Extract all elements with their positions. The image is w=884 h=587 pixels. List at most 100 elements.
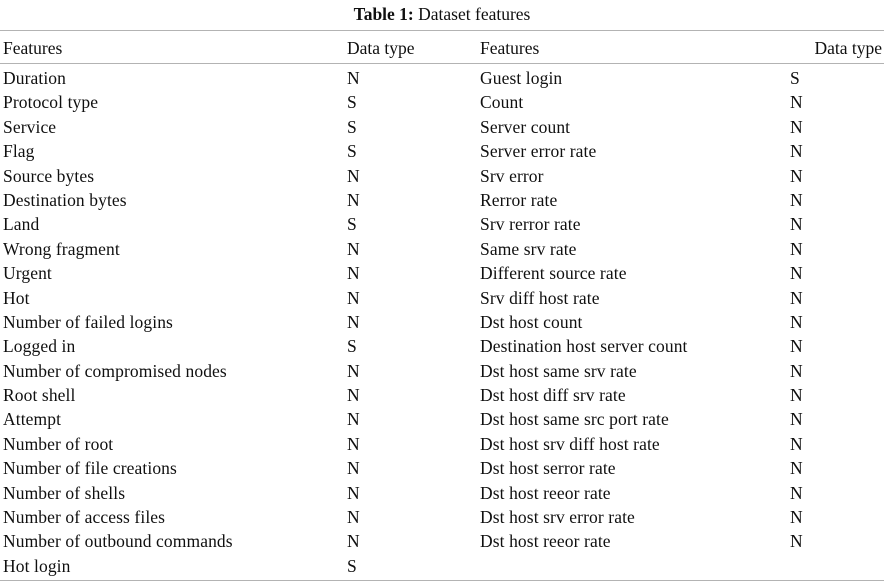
table-header-row: Features Data type Features Data type (0, 35, 884, 61)
cell-data-type: S (347, 116, 357, 137)
table-row: Root shell N (0, 383, 470, 407)
cell-feature: Destination host server count (480, 336, 688, 357)
cell-data-type: N (347, 263, 360, 284)
cell-data-type: N (790, 165, 803, 186)
cell-feature: Source bytes (3, 165, 95, 186)
table-row: Source bytes N (0, 164, 470, 188)
table-row: Flag S (0, 139, 470, 163)
cell-data-type: N (790, 214, 803, 235)
cell-data-type: N (790, 531, 803, 552)
cell-data-type: N (790, 92, 803, 113)
table-row: Number of failed logins N (0, 310, 470, 334)
table-row: Server error rate N (470, 139, 884, 163)
table-row: Same srv rate N (470, 237, 884, 261)
table-row: Land S (0, 212, 470, 236)
table-row: Count N (470, 90, 884, 114)
table-caption: Table 1: Dataset features (0, 2, 884, 26)
cell-data-type: N (347, 287, 360, 308)
cell-data-type: N (790, 336, 803, 357)
table-row: Hot N (0, 286, 470, 310)
cell-data-type: N (790, 433, 803, 454)
cell-feature: Srv error (480, 165, 544, 186)
cell-data-type: S (347, 336, 357, 357)
cell-feature: Dst host count (480, 311, 583, 332)
table-row: Server count N (470, 115, 884, 139)
table-row: Wrong fragment N (0, 237, 470, 261)
cell-feature: Hot (3, 287, 30, 308)
table-row: Dst host srv error rate N (470, 505, 884, 529)
cell-feature: Srv diff host rate (480, 287, 600, 308)
cell-data-type: S (790, 68, 800, 88)
cell-feature: Destination bytes (3, 189, 127, 210)
cell-data-type: N (347, 482, 360, 503)
table-column-right: Guest login S Count N Server count N Server er… (470, 66, 884, 554)
table-row: Dst host serror rate N (470, 456, 884, 480)
cell-data-type: N (790, 458, 803, 479)
cell-data-type: N (790, 482, 803, 503)
cell-feature: Dst host srv diff host rate (480, 433, 660, 454)
table-row: Dst host reeor rate N (470, 481, 884, 505)
cell-feature: Number of shells (3, 482, 126, 503)
cell-data-type: N (347, 311, 360, 332)
table-row: Dst host same srv rate N (470, 359, 884, 383)
cell-feature: Dst host serror rate (480, 458, 616, 479)
cell-data-type: N (790, 238, 803, 259)
cell-data-type: N (790, 263, 803, 284)
cell-data-type: N (790, 385, 803, 406)
table-row: Hot login S (0, 554, 470, 578)
cell-data-type: N (790, 116, 803, 137)
table-row: Dst host reeor rate N (470, 529, 884, 553)
cell-feature: Attempt (3, 409, 62, 430)
table-row: Duration N (0, 66, 470, 90)
table-row: Number of access files N (0, 505, 470, 529)
cell-feature: Srv rerror rate (480, 214, 581, 235)
table-row: Srv diff host rate N (470, 286, 884, 310)
table-row: Guest login S (470, 66, 884, 90)
cell-feature: Root shell (3, 385, 76, 406)
table-row: Dst host count N (470, 310, 884, 334)
cell-data-type: N (347, 385, 360, 406)
cell-feature: Duration (3, 68, 67, 88)
cell-data-type: N (790, 287, 803, 308)
header-data-type-left: Data type (347, 38, 415, 58)
cell-data-type: N (790, 507, 803, 528)
cell-feature: Dst host reeor rate (480, 531, 611, 552)
cell-feature: Number of compromised nodes (3, 360, 227, 381)
table-row: Attempt N (0, 407, 470, 431)
cell-feature: Protocol type (3, 92, 99, 113)
table-row: Urgent N (0, 261, 470, 285)
table-row: Dst host same src port rate N (470, 407, 884, 431)
table-row: Logged in S (0, 334, 470, 358)
table-row: Number of compromised nodes N (0, 359, 470, 383)
cell-feature: Dst host same src port rate (480, 409, 669, 430)
table-row: Service S (0, 115, 470, 139)
table-bottom-rule (0, 580, 884, 581)
cell-feature: Logged in (3, 336, 76, 357)
table-top-rule (0, 30, 884, 31)
cell-data-type: N (347, 409, 360, 430)
table-row: Dst host srv diff host rate N (470, 432, 884, 456)
cell-data-type: N (347, 433, 360, 454)
table-caption-text: Dataset features (418, 4, 531, 24)
table-row: Rerror rate N (470, 188, 884, 212)
cell-feature: Dst host srv error rate (480, 507, 635, 528)
table-row: Srv rerror rate N (470, 212, 884, 236)
cell-data-type: N (790, 311, 803, 332)
cell-feature: Number of root (3, 433, 114, 454)
table-row: Dst host diff srv rate N (470, 383, 884, 407)
cell-data-type: N (790, 189, 803, 210)
cell-data-type: N (347, 458, 360, 479)
header-data-type-right: Data type (814, 38, 882, 58)
table-row: Srv error N (470, 164, 884, 188)
table-row: Destination host server count N (470, 334, 884, 358)
table-row: Different source rate N (470, 261, 884, 285)
cell-feature: Service (3, 116, 57, 137)
cell-data-type: N (347, 68, 360, 88)
cell-data-type: N (790, 360, 803, 381)
cell-feature: Server count (480, 116, 571, 137)
cell-feature: Dst host diff srv rate (480, 385, 626, 406)
cell-data-type: N (790, 409, 803, 430)
table-row: Destination bytes N (0, 188, 470, 212)
table-row: Number of file creations N (0, 456, 470, 480)
